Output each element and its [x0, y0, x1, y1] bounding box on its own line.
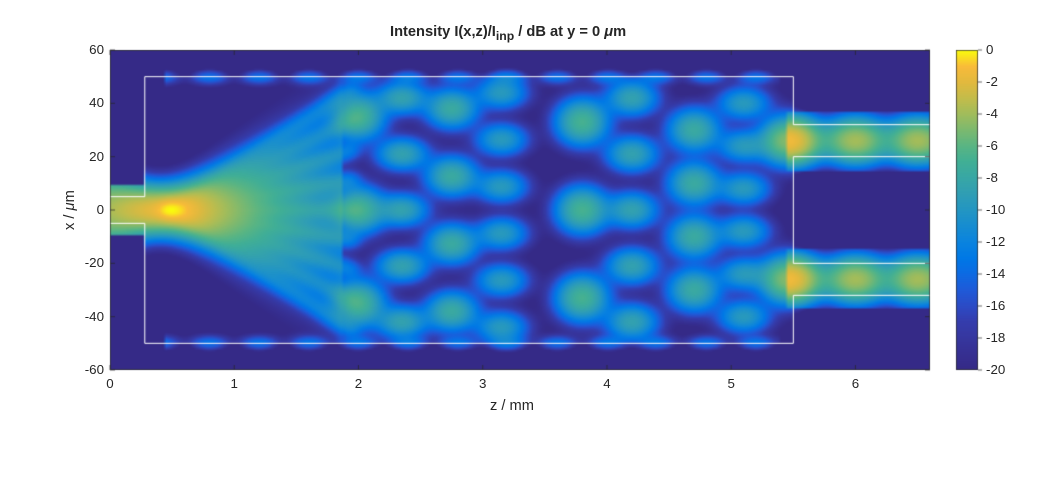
- colorbar-tick: -16: [986, 298, 1005, 313]
- x-tick: 3: [473, 376, 493, 391]
- x-axis-label: z / mm: [490, 398, 534, 414]
- plot-title: Intensity I(x,z)/Iinp / dB at y = 0 μm: [390, 24, 626, 43]
- colorbar-tick: 0: [986, 42, 993, 57]
- y-tick: 0: [97, 202, 104, 217]
- x-tick: 6: [845, 376, 865, 391]
- colorbar-tick: -10: [986, 202, 1005, 217]
- colorbar-tick: -20: [986, 362, 1005, 377]
- colorbar-tick: -4: [986, 106, 998, 121]
- x-tick: 1: [224, 376, 244, 391]
- figure-stage: Intensity I(x,z)/Iinp / dB at y = 0 μm z…: [0, 0, 1050, 500]
- colorbar-tick: -2: [986, 74, 998, 89]
- x-tick: 5: [721, 376, 741, 391]
- x-tick: 0: [100, 376, 120, 391]
- y-tick: 20: [89, 149, 104, 164]
- y-tick: -20: [85, 255, 104, 270]
- x-tick: 2: [348, 376, 368, 391]
- intensity-heatmap-canvas: [0, 0, 1050, 500]
- y-tick: 40: [89, 95, 104, 110]
- x-tick: 4: [597, 376, 617, 391]
- colorbar-tick: -8: [986, 170, 998, 185]
- colorbar-tick: -6: [986, 138, 998, 153]
- colorbar-tick: -18: [986, 330, 1005, 345]
- y-tick: -60: [85, 362, 104, 377]
- colorbar-tick: -14: [986, 266, 1005, 281]
- y-axis-label: x / μm: [62, 190, 78, 230]
- y-tick: -40: [85, 309, 104, 324]
- y-tick: 60: [89, 42, 104, 57]
- colorbar-tick: -12: [986, 234, 1005, 249]
